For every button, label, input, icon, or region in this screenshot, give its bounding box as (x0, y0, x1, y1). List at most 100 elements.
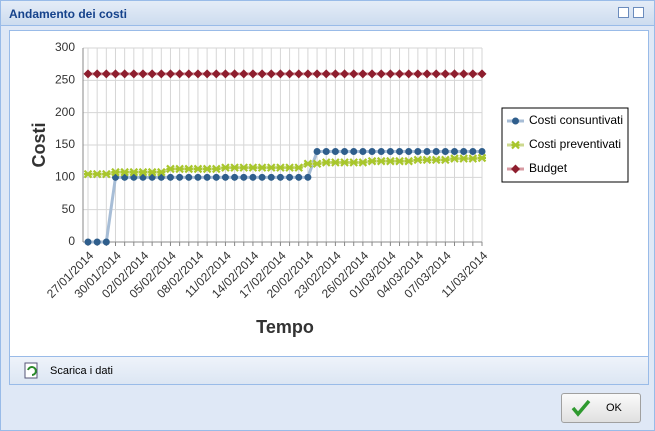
close-button[interactable] (633, 7, 644, 18)
legend-label: Budget (529, 161, 568, 175)
data-point (139, 173, 147, 181)
data-point (313, 147, 321, 155)
data-point (249, 173, 257, 181)
x-axis-label: Tempo (256, 317, 314, 337)
data-point (239, 163, 249, 172)
data-point (376, 69, 386, 79)
y-tick-label: 100 (55, 170, 75, 184)
data-point (295, 173, 303, 181)
data-point (477, 69, 487, 79)
data-point (248, 163, 258, 172)
data-point (431, 69, 441, 79)
data-point (414, 147, 422, 155)
data-point (221, 173, 229, 181)
maximize-button[interactable] (618, 7, 629, 18)
data-point (221, 163, 230, 172)
data-point (194, 173, 202, 181)
toolbar: Scarica i dati (9, 357, 649, 385)
data-point (413, 69, 423, 79)
data-point (257, 163, 267, 172)
data-point (185, 173, 193, 181)
data-point (358, 69, 368, 79)
y-tick-label: 300 (55, 40, 75, 54)
data-point (331, 147, 339, 155)
data-point (257, 69, 267, 79)
data-point (175, 69, 185, 79)
download-button[interactable]: Scarica i dati (50, 365, 113, 377)
ok-button[interactable]: OK (561, 393, 641, 423)
data-point (404, 69, 414, 79)
data-point (129, 167, 139, 177)
data-point (240, 173, 248, 181)
data-point (386, 156, 395, 166)
y-tick-label: 200 (55, 105, 75, 119)
data-point (110, 69, 120, 79)
download-icon[interactable] (24, 362, 40, 379)
data-point (84, 238, 92, 246)
legend-label: Costi consuntivati (529, 113, 623, 127)
legend-marker (511, 164, 520, 174)
data-point (212, 164, 221, 174)
data-point (294, 69, 304, 79)
data-point (193, 164, 203, 174)
legend-label: Costi preventivati (529, 137, 621, 151)
data-point (202, 69, 212, 79)
data-point (147, 167, 157, 177)
data-point (157, 173, 165, 181)
data-point (101, 69, 111, 79)
data-point (303, 69, 313, 79)
data-point (368, 147, 376, 155)
data-point (330, 69, 340, 79)
data-point (121, 173, 129, 181)
data-point (239, 69, 249, 79)
data-point (212, 173, 220, 181)
data-point (266, 69, 276, 79)
data-point (359, 147, 367, 155)
data-point (184, 164, 194, 174)
data-point (220, 69, 230, 79)
chart: Costi Tempo 05010015020025030027/01/2014… (29, 40, 629, 337)
data-point (431, 155, 441, 165)
data-point (413, 155, 423, 165)
data-point (376, 156, 386, 166)
data-point (83, 69, 93, 79)
ok-label: OK (606, 402, 622, 414)
data-point (130, 173, 138, 181)
window-title: Andamento dei costi (9, 7, 128, 21)
data-point (193, 69, 203, 79)
data-point (321, 69, 331, 79)
data-point (156, 69, 166, 79)
data-point (147, 69, 157, 79)
data-point (203, 173, 211, 181)
series-line (88, 149, 482, 244)
data-point (258, 173, 266, 181)
data-point (202, 164, 212, 174)
data-point (422, 69, 432, 79)
data-point (450, 154, 459, 163)
data-point (138, 69, 148, 79)
data-point (367, 69, 377, 79)
data-point (248, 69, 258, 79)
data-point (404, 156, 413, 166)
data-point (468, 154, 478, 163)
data-point (304, 173, 312, 181)
data-point (166, 173, 174, 181)
y-tick-label: 0 (68, 234, 75, 248)
data-point (184, 69, 194, 79)
data-point (275, 69, 285, 79)
data-point (386, 147, 394, 155)
data-point (349, 69, 359, 79)
data-point (138, 167, 148, 177)
data-point (312, 159, 322, 169)
data-point (285, 163, 294, 172)
data-point (469, 147, 477, 155)
data-point (478, 147, 486, 155)
data-point (92, 169, 102, 179)
y-tick-label: 250 (55, 73, 75, 87)
data-point (231, 173, 239, 181)
data-point (321, 158, 331, 167)
legend-marker (511, 140, 520, 150)
data-point (83, 169, 93, 179)
data-point (405, 147, 413, 155)
data-point (451, 147, 459, 155)
